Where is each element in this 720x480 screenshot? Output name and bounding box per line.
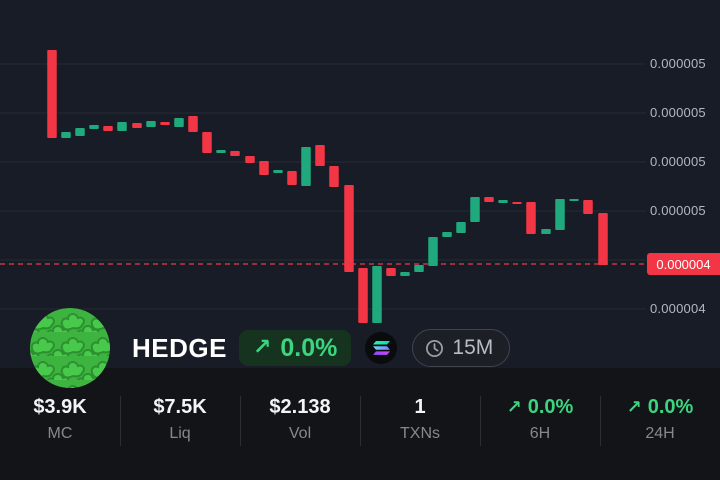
stat-mc-label: MC <box>47 425 73 442</box>
stat-txns-label: TXNs <box>400 425 440 442</box>
stat-24h: ↗ 0.0% 24H <box>600 368 720 480</box>
clock-icon <box>426 339 444 357</box>
hedge-avatar-image <box>30 308 110 388</box>
up-arrow-icon: ↗ <box>626 397 642 417</box>
stat-txns: 1 TXNs <box>360 368 480 480</box>
timeframe-selector[interactable]: 15M <box>412 329 511 367</box>
stat-6h-value: ↗ 0.0% <box>506 396 574 418</box>
y-axis-label: 0.000005 <box>650 56 706 71</box>
stat-liq-value: $7.5K <box>153 396 207 418</box>
stats-bar: $3.9K MC $7.5K Liq $2.138 Vol 1 TXNs ↗ 0… <box>0 368 720 480</box>
y-axis-label: 0.000005 <box>650 203 706 218</box>
y-axis-label: 0.000005 <box>650 105 706 120</box>
price-change-badge: ↗ 0.0% <box>238 330 352 366</box>
y-axis-label: 0.000005 <box>650 154 706 169</box>
stat-6h-label: 6H <box>529 425 551 442</box>
token-avatar <box>30 308 110 388</box>
current-price-badge: 0.000004 <box>647 253 720 275</box>
timeframe-label: 15M <box>452 336 494 359</box>
token-info-row: HEDGE ↗ 0.0% <box>30 308 511 388</box>
up-arrow-icon: ↗ <box>506 397 522 417</box>
stat-24h-value: ↗ 0.0% <box>626 396 694 418</box>
stat-24h-label: 24H <box>645 425 675 442</box>
stat-vol-value: $2.138 <box>269 396 331 418</box>
stat-txns-value: 1 <box>414 396 426 418</box>
price-change-value: 0.0% <box>280 333 338 362</box>
candlestick-chart <box>0 50 647 323</box>
y-axis-label: 0.000004 <box>650 301 706 316</box>
stat-vol: $2.138 Vol <box>240 368 360 480</box>
stat-liq-label: Liq <box>169 425 191 442</box>
stat-6h: ↗ 0.0% 6H <box>480 368 600 480</box>
stat-liq: $7.5K Liq <box>120 368 240 480</box>
price-chart[interactable]: 0.000005 0.000005 0.000005 0.000005 0.000004… <box>0 0 720 368</box>
stat-mc: $3.9K MC <box>0 368 120 480</box>
up-arrow-icon: ↗ <box>252 334 272 359</box>
token-name: HEDGE <box>132 332 227 363</box>
stat-vol-label: Vol <box>288 425 312 442</box>
stat-mc-value: $3.9K <box>33 396 87 418</box>
solana-icon <box>365 332 398 364</box>
